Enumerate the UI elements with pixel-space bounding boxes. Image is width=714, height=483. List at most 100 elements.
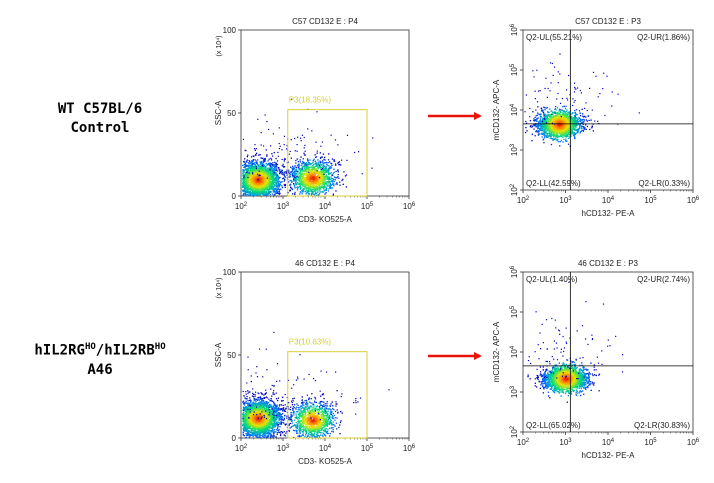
event-dot — [274, 161, 276, 163]
event-dot — [295, 159, 297, 162]
event-dot — [306, 179, 308, 181]
event-dot — [266, 194, 268, 196]
event-dot — [277, 181, 279, 183]
event-dot — [271, 153, 273, 155]
event-dot — [278, 190, 280, 193]
event-dot — [254, 177, 256, 179]
event-dot — [546, 133, 548, 135]
event-dot — [293, 184, 295, 186]
event-dot — [260, 177, 262, 179]
event-dot — [275, 165, 277, 167]
event-dot — [266, 188, 268, 190]
event-dot — [324, 167, 326, 169]
event-dot — [273, 165, 275, 167]
event-dot — [341, 159, 343, 161]
event-dot — [283, 173, 285, 176]
event-dot — [254, 190, 256, 192]
event-dot — [260, 169, 262, 171]
event-dot — [243, 183, 245, 185]
event-dot — [257, 170, 259, 172]
event-dot — [248, 192, 251, 194]
y-tick-label: 105 — [510, 63, 519, 76]
event-dot — [321, 168, 323, 170]
event-dot — [263, 185, 265, 188]
event-dot — [302, 185, 305, 187]
event-dot — [298, 183, 300, 185]
x-tick-label: 103 — [277, 202, 290, 211]
event-dot — [333, 171, 335, 173]
event-dot — [297, 163, 299, 165]
event-dot — [315, 186, 317, 188]
event-dot — [559, 110, 561, 112]
event-dot — [260, 161, 262, 164]
event-dot — [255, 187, 257, 189]
event-dot — [308, 180, 310, 182]
event-dot — [313, 158, 315, 160]
event-dot — [583, 128, 585, 130]
row-label-a46-line1: hIL2RGHO/hIL2RBHO — [0, 338, 200, 361]
event-dot — [264, 170, 266, 172]
event-dot — [250, 164, 252, 167]
event-dot — [268, 158, 270, 160]
event-dot — [249, 195, 251, 197]
event-dot — [265, 191, 268, 193]
event-dot — [259, 188, 262, 191]
plot-title: C57 CD132 E : P3 — [575, 17, 641, 26]
event-dot — [289, 184, 291, 186]
event-dot — [282, 177, 284, 180]
event-dot — [325, 192, 327, 194]
event-dot — [275, 175, 278, 177]
event-dot — [248, 177, 250, 179]
event-dot — [257, 118, 259, 120]
scatter-points — [242, 98, 374, 197]
event-dot — [319, 160, 321, 162]
event-dot — [322, 153, 325, 155]
event-dot — [256, 169, 258, 171]
event-dot — [246, 172, 248, 174]
event-dot — [265, 162, 267, 165]
event-dot — [304, 166, 306, 168]
event-dot — [271, 193, 274, 195]
event-dot — [342, 183, 344, 185]
event-dot — [246, 181, 248, 183]
event-dot — [283, 159, 285, 161]
event-dot — [263, 174, 266, 176]
event-dot — [249, 182, 251, 184]
event-dot — [274, 168, 276, 171]
event-dot — [277, 192, 280, 195]
event-dot — [303, 179, 306, 181]
event-dot — [319, 171, 321, 173]
event-dot — [293, 186, 296, 188]
event-dot — [245, 169, 247, 171]
event-dot — [255, 184, 257, 186]
x-tick-label: 102 — [517, 196, 530, 205]
event-dot — [531, 125, 534, 127]
event-dot — [275, 179, 277, 181]
event-dot — [273, 167, 275, 169]
event-dot — [290, 166, 292, 168]
event-dot — [242, 177, 244, 180]
event-dot — [276, 185, 278, 187]
event-dot — [252, 160, 254, 162]
event-dot — [254, 178, 256, 180]
event-dot — [265, 187, 268, 189]
event-dot — [262, 194, 265, 196]
gate-label: P3(18.35%) — [289, 96, 332, 105]
event-dot — [331, 183, 334, 186]
event-dot — [272, 185, 274, 187]
event-dot — [313, 176, 315, 178]
event-dot — [274, 167, 277, 169]
event-dot — [271, 176, 273, 178]
event-dot — [315, 191, 317, 193]
event-dot — [259, 166, 261, 168]
event-dot — [265, 186, 267, 188]
event-dot — [266, 164, 268, 166]
event-dot — [250, 187, 252, 189]
event-dot — [262, 175, 264, 177]
row-label-a46-line2: A46 — [87, 361, 113, 378]
event-dot — [329, 185, 332, 187]
event-dot — [272, 174, 274, 177]
event-dot — [264, 191, 266, 193]
event-dot — [290, 171, 292, 173]
event-dot — [288, 171, 290, 173]
